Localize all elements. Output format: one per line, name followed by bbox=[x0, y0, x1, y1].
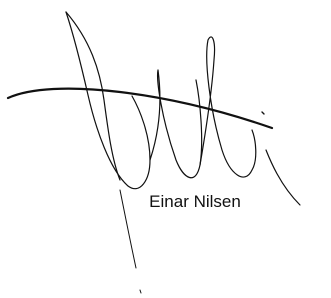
stroke bbox=[120, 190, 136, 268]
signature-image: Einar Nilsen bbox=[0, 0, 331, 298]
stroke bbox=[140, 290, 141, 293]
page: Einar Nilsen (() => { const data = JSON.… bbox=[0, 0, 331, 298]
signer-name: Einar Nilsen bbox=[149, 192, 241, 211]
stroke bbox=[262, 112, 264, 114]
stroke bbox=[66, 12, 150, 189]
stroke bbox=[266, 150, 300, 205]
stroke bbox=[8, 89, 272, 128]
signature-strokes bbox=[8, 12, 300, 293]
stroke bbox=[200, 37, 256, 177]
stroke bbox=[150, 70, 202, 178]
